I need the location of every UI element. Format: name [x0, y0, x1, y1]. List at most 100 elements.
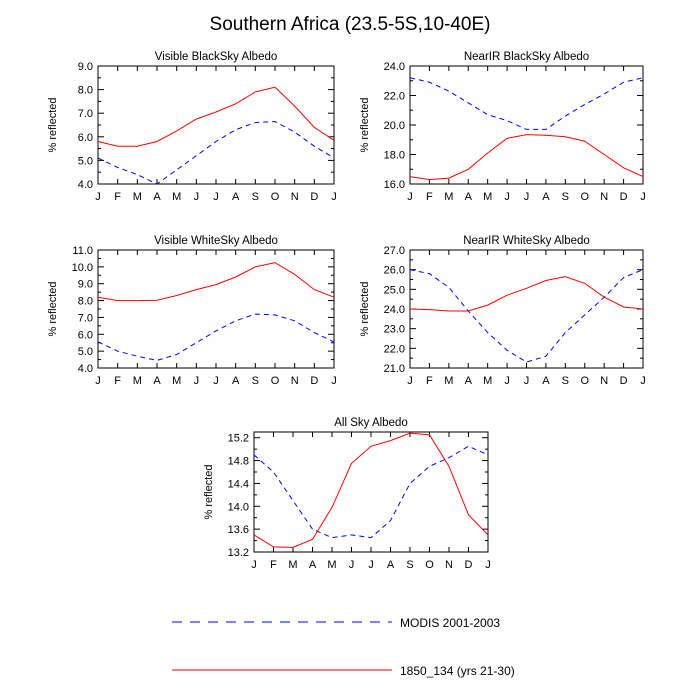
x-tick-label: M — [327, 559, 336, 571]
figure-title: Southern Africa (23.5-5S,10-40E) — [210, 14, 491, 35]
x-tick-label: M — [133, 191, 142, 203]
y-tick-label: 9.0 — [78, 279, 93, 291]
series-line-modis — [409, 269, 644, 363]
x-tick-label: F — [426, 191, 433, 203]
y-tick-label: 22.0 — [384, 343, 405, 355]
x-tick-label: D — [465, 559, 473, 571]
x-tick-label: O — [580, 191, 589, 203]
plot-frame — [409, 65, 644, 185]
y-tick-label: 6.0 — [78, 132, 93, 144]
y-axis-label: % reflected — [359, 97, 371, 152]
plot-frame — [97, 65, 335, 185]
y-tick-label: 14.4 — [228, 478, 249, 490]
x-tick-label: S — [252, 375, 259, 387]
x-tick-label: N — [291, 191, 299, 203]
y-tick-label: 6.0 — [78, 329, 93, 341]
x-tick-label: F — [270, 559, 277, 571]
plot-frame — [97, 249, 335, 369]
x-tick-label: J — [349, 559, 355, 571]
y-axis-label: % reflected — [203, 464, 215, 519]
x-tick-label: M — [444, 375, 453, 387]
y-tick-label: 4.0 — [78, 363, 93, 375]
x-tick-label: M — [172, 191, 181, 203]
y-tick-label: 14.8 — [228, 456, 249, 468]
y-tick-label: 20.0 — [384, 120, 405, 132]
series-line-model — [97, 262, 335, 302]
x-tick-label: J — [368, 559, 374, 571]
series-line-model — [409, 134, 644, 181]
y-tick-label: 7.0 — [78, 108, 93, 120]
x-tick-label: A — [232, 375, 240, 387]
x-tick-label: O — [271, 191, 280, 203]
y-tick-label: 18.0 — [384, 150, 405, 162]
x-tick-label: J — [504, 375, 510, 387]
x-tick-label: J — [485, 559, 491, 571]
panel-title: All Sky Albedo — [334, 417, 408, 429]
x-tick-label: J — [213, 191, 219, 203]
x-tick-label: A — [542, 375, 550, 387]
y-tick-label: 8.0 — [78, 85, 93, 97]
x-tick-label: J — [524, 191, 530, 203]
x-tick-label: D — [620, 375, 628, 387]
y-axis-label: % reflected — [359, 281, 371, 336]
x-tick-label: M — [172, 375, 181, 387]
y-tick-label: 14.0 — [228, 501, 249, 513]
x-tick-label: A — [153, 191, 161, 203]
x-tick-label: A — [309, 559, 317, 571]
x-tick-label: J — [331, 191, 337, 203]
x-tick-label: J — [407, 375, 413, 387]
panel-title: Visible BlackSky Albedo — [155, 51, 278, 63]
series-line-modis — [253, 445, 489, 539]
x-tick-label: M — [288, 559, 297, 571]
y-tick-label: 16.0 — [384, 179, 405, 191]
x-tick-label: J — [194, 375, 200, 387]
x-tick-label: F — [114, 191, 121, 203]
x-tick-label: S — [562, 191, 569, 203]
x-tick-label: A — [232, 191, 240, 203]
x-tick-label: O — [425, 559, 434, 571]
y-tick-label: 24.0 — [384, 61, 405, 73]
y-tick-label: 13.6 — [228, 524, 249, 536]
series-line-modis — [409, 77, 644, 130]
x-tick-label: J — [213, 375, 219, 387]
x-tick-label: O — [271, 375, 280, 387]
x-tick-label: A — [153, 375, 161, 387]
y-tick-label: 24.0 — [384, 304, 405, 316]
x-tick-label: J — [524, 375, 530, 387]
x-tick-label: D — [620, 191, 628, 203]
x-tick-label: A — [542, 191, 550, 203]
series-line-model — [253, 432, 489, 548]
x-tick-label: F — [114, 375, 121, 387]
y-tick-label: 26.0 — [384, 265, 405, 277]
legend-label-model: 1850_134 (yrs 21-30) — [400, 664, 515, 678]
x-tick-label: F — [426, 375, 433, 387]
x-tick-label: S — [406, 559, 413, 571]
y-tick-label: 8.0 — [78, 296, 93, 308]
y-tick-label: 25.0 — [384, 284, 405, 296]
x-tick-label: A — [465, 191, 473, 203]
y-axis-label: % reflected — [47, 97, 59, 152]
x-tick-label: N — [600, 375, 608, 387]
y-tick-label: 22.0 — [384, 91, 405, 103]
x-tick-label: J — [331, 375, 337, 387]
panel-title: Visible WhiteSky Albedo — [154, 235, 278, 247]
series-line-model — [409, 276, 644, 312]
x-tick-label: D — [310, 375, 318, 387]
x-tick-label: A — [465, 375, 473, 387]
x-tick-label: M — [133, 375, 142, 387]
x-tick-label: J — [504, 191, 510, 203]
plot-frame — [409, 249, 644, 369]
x-tick-label: M — [483, 191, 492, 203]
x-tick-label: S — [562, 375, 569, 387]
x-tick-label: J — [640, 191, 646, 203]
y-tick-label: 11.0 — [72, 245, 93, 257]
y-tick-label: 27.0 — [384, 245, 405, 257]
panel-title: NearIR BlackSky Albedo — [464, 51, 589, 63]
x-tick-label: J — [251, 559, 257, 571]
x-tick-label: J — [95, 191, 101, 203]
